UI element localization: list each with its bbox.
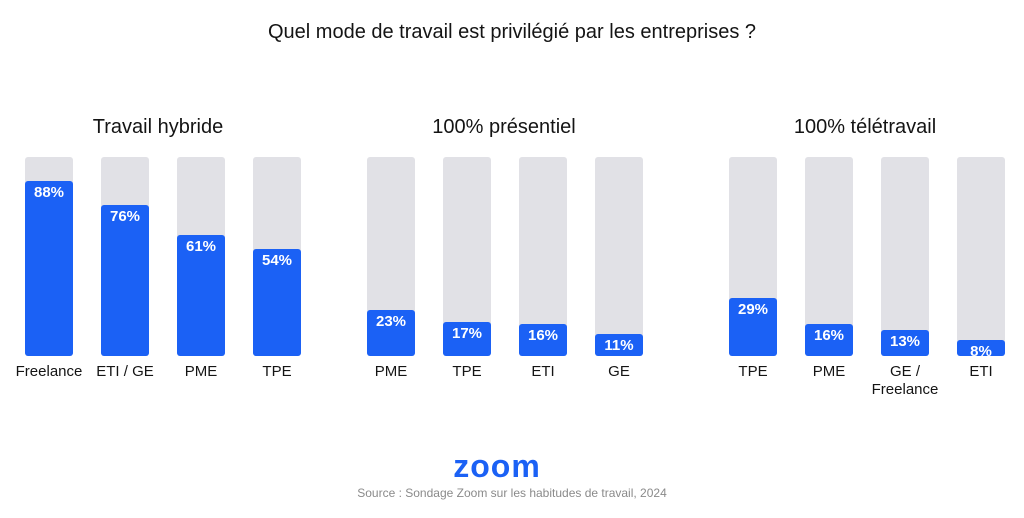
category-label: PME (812, 363, 846, 380)
category-label: TPE (738, 363, 768, 380)
category-label: ETI (969, 363, 993, 380)
chart-main-title: Quel mode de travail est privilégié par … (267, 21, 757, 43)
bar-value-label: 23% (375, 313, 407, 330)
bar-track: 16% (519, 157, 567, 356)
category-label: PME (374, 363, 408, 380)
bar-track: 13% (881, 157, 929, 356)
bar (805, 324, 853, 356)
panel-title: 100% présentiel (432, 116, 576, 138)
zoom-logo: zoom (453, 448, 541, 484)
bar-value-label: 61% (185, 238, 217, 255)
bar (881, 330, 929, 356)
bar (101, 205, 149, 356)
panel-title: 100% télétravail (793, 116, 937, 138)
bar (595, 334, 643, 356)
category-label: GE / Freelance (871, 363, 939, 398)
bar-track: 17% (443, 157, 491, 356)
panel-title: Travail hybride (92, 116, 224, 138)
bar-value-label: 11% (604, 337, 634, 354)
bar (253, 249, 301, 356)
bar (177, 235, 225, 356)
category-label: PME (184, 363, 218, 380)
category-label: TPE (452, 363, 482, 380)
bar-track: 29% (729, 157, 777, 356)
bar (367, 310, 415, 356)
bar-value-label: 13% (889, 333, 921, 350)
category-label: GE (608, 363, 630, 380)
category-label: TPE (262, 363, 292, 380)
bar-value-label: 17% (451, 325, 483, 342)
bar (443, 322, 491, 356)
bar-value-label: 76% (109, 208, 141, 225)
bar-track: 16% (805, 157, 853, 356)
source-note: Source : Sondage Zoom sur les habitudes … (357, 486, 667, 500)
bar (957, 340, 1005, 356)
bar (519, 324, 567, 356)
bar (729, 298, 777, 356)
bar-value-label: 29% (737, 301, 769, 318)
bar-track: 8% (957, 157, 1005, 356)
bar-track: 88% (25, 157, 73, 356)
bar-track: 61% (177, 157, 225, 356)
category-label: ETI / GE (96, 363, 154, 380)
bar (25, 181, 73, 356)
category-label: ETI (531, 363, 555, 380)
bar-value-label: 54% (261, 252, 293, 269)
zoom-logo-text: zoom (453, 448, 541, 484)
bar-track: 11% (595, 157, 643, 356)
bar-track: 23% (367, 157, 415, 356)
bar-track: 76% (101, 157, 149, 356)
bar-track: 54% (253, 157, 301, 356)
bar-value-label: 88% (33, 184, 65, 201)
bar-value-label: 16% (527, 327, 559, 344)
bar-value-label: 16% (813, 327, 845, 344)
category-label: Freelance (15, 363, 83, 380)
bar-value-label: 8% (970, 343, 992, 356)
